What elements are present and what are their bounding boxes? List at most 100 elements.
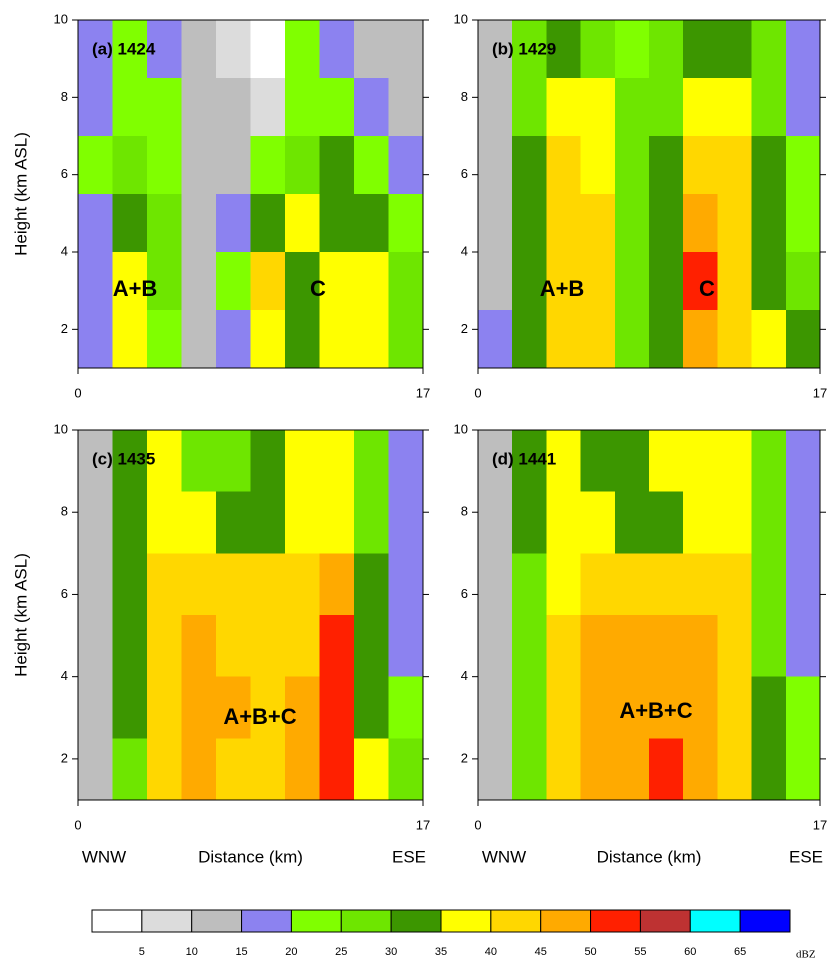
field-cell [478,615,513,678]
colorbar-swatch [390,909,442,933]
field-cell [717,310,753,369]
field-cell [546,20,582,79]
y-tick-label: 4 [461,668,468,683]
field-cell [319,136,355,195]
field-cell [250,676,286,739]
field-cell [580,553,616,616]
y-tick-label: 8 [461,89,468,104]
field-cell [147,615,183,678]
field-cell [785,615,821,678]
colorbar-swatch [639,909,691,933]
field-cell [580,430,616,493]
field-cell [354,252,390,311]
x-axis-left-label: WNW [482,847,526,866]
field-cell [250,430,286,493]
field-cell [112,136,148,195]
field-cell [250,252,286,311]
y-axis-label: Height (km ASL) [11,132,30,256]
field-cell [250,738,286,801]
field-cell [181,20,217,79]
panel: 2 4 6 8 10 0 17 (d) 1441 A+B+C WNW Distance (km) ES… [454,421,828,866]
field-cell [181,615,217,678]
field-cell [683,553,718,616]
x-tick-label: 17 [416,817,430,832]
field-cell [785,78,821,137]
field-cell [614,615,650,678]
field-cell [147,738,183,801]
colorbar-label: 30 [385,946,397,958]
field-cell [216,78,252,137]
field-cell [147,676,183,739]
field-cell [216,491,252,554]
field-cell [649,136,684,195]
field-cell [649,194,684,253]
field-cell [717,615,753,678]
field-cell [751,310,787,369]
field-cell [285,194,321,253]
field-cell [78,491,114,554]
field-cell [250,553,286,616]
y-tick-label: 4 [61,668,68,683]
field-cell [216,676,252,739]
field-cell [319,615,355,678]
field-cell [614,491,650,554]
field-cell [181,310,217,369]
y-tick-label: 4 [461,243,468,258]
field-cell [580,78,616,137]
field-cell [181,738,217,801]
colorbar-label: 65 [734,946,746,958]
field-cell [785,430,821,493]
x-tick-label: 0 [74,817,81,832]
field-cell [319,20,355,79]
field-cell [751,738,787,801]
colorbar-label: 60 [684,946,696,958]
field-cell [354,676,390,739]
field-cell [546,553,582,616]
field-cell [478,430,513,493]
field-cell [216,430,252,493]
annotation: A+B [113,276,158,301]
plot-frame [77,429,424,801]
y-tick-label: 10 [54,421,68,436]
field-cell [580,615,616,678]
field-cell [478,553,513,616]
field-cell [785,676,821,739]
y-tick-label: 4 [61,243,68,258]
panel-title: (b) 1429 [492,39,556,58]
field-cell [683,676,718,739]
field-cell [147,252,183,311]
y-tick-label: 6 [461,166,468,181]
colorbar-label: 15 [235,946,247,958]
field-cell [614,430,650,493]
field-cell [216,553,252,616]
field-cell [112,491,148,554]
field-cell [78,738,114,801]
plot-frame [77,19,424,369]
field-cell [147,310,183,369]
field-cell [388,615,424,678]
y-tick-label: 8 [461,504,468,519]
panel-title: (a) 1424 [92,39,156,58]
y-tick-label: 8 [61,89,68,104]
panel-title: (d) 1441 [492,449,556,468]
field-cell [147,20,183,79]
x-tick-label: 17 [416,385,430,400]
field-cell [580,676,616,739]
y-tick-label: 6 [461,586,468,601]
field-cell [546,430,582,493]
field-cell [614,78,650,137]
field-cell [388,310,424,369]
field-cell [354,430,390,493]
field-cell [147,194,183,253]
field-cell [478,738,513,801]
field-cell [478,136,513,195]
field-cell [181,78,217,137]
field-cell [717,252,753,311]
field-cell [614,676,650,739]
annotation: C [699,276,715,301]
field-cell [580,491,616,554]
x-tick-label: 0 [474,385,481,400]
field-cell [216,615,252,678]
field-cell [785,553,821,616]
field-cell [717,430,753,493]
